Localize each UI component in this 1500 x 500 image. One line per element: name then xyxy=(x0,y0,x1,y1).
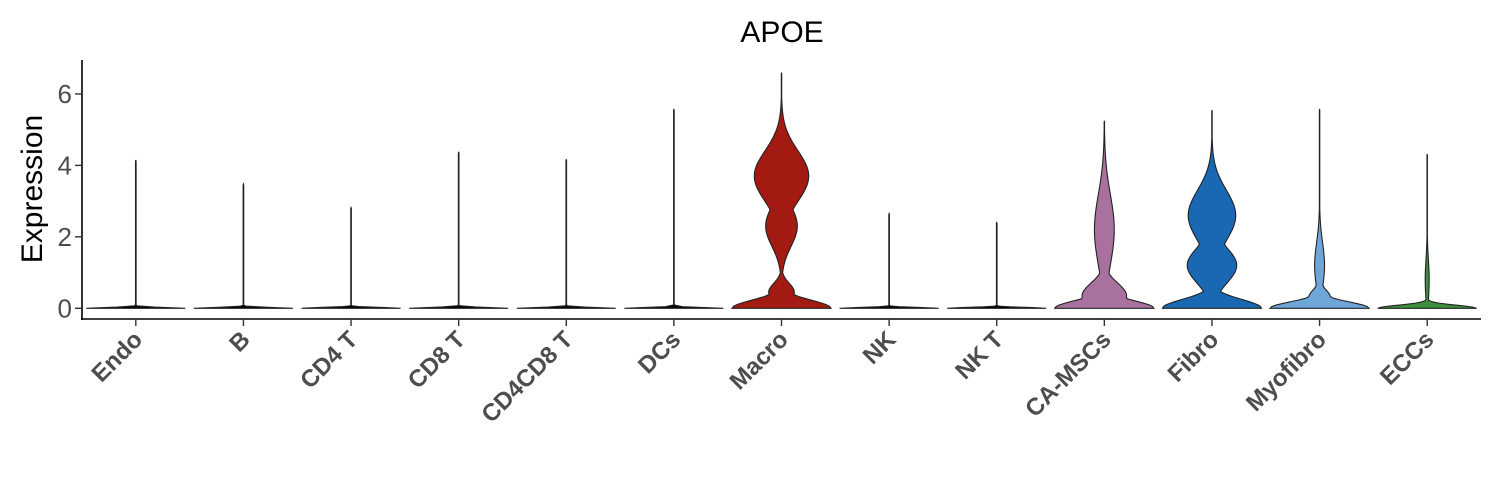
violin-macro xyxy=(730,72,833,309)
violin-cd8-t xyxy=(409,151,509,309)
x-tick-label-dcs: DCs xyxy=(633,326,686,379)
x-tick-label-macro: Macro xyxy=(725,326,794,395)
y-tick-label: 4 xyxy=(58,150,72,180)
violin-eccs xyxy=(1377,153,1477,309)
x-tick-label-nk: NK xyxy=(858,326,902,370)
y-tick-label: 0 xyxy=(58,293,72,323)
violin-ca-mscs xyxy=(1053,120,1155,309)
violin-dcs xyxy=(624,108,724,309)
x-tick-label-ca-mscs: CA-MSCs xyxy=(1020,326,1116,422)
x-axis-ticks: Endo B CD4 T CD8 T CD4CD8 T DCs Macro NK NK T CA-… xyxy=(87,319,1439,428)
violin-cd4cd8-t xyxy=(516,159,616,309)
violin-nk-t xyxy=(947,221,1047,309)
violin-cd4-t xyxy=(301,205,401,309)
y-tick-label: 6 xyxy=(58,79,72,109)
x-tick-label-endo: Endo xyxy=(87,326,149,388)
x-tick-label-cd4cd8-t: CD4CD8 T xyxy=(476,326,578,428)
x-tick-label-nk-t: NK T xyxy=(950,326,1009,385)
violin-b xyxy=(193,181,293,309)
x-tick-label-b: B xyxy=(224,326,255,357)
violin-fibro xyxy=(1161,109,1263,309)
y-axis-ticks: 0 2 4 6 xyxy=(58,79,82,323)
violin-group xyxy=(86,72,1477,309)
x-tick-label-cd8-t: CD8 T xyxy=(403,326,471,394)
x-tick-label-fibro: Fibro xyxy=(1163,326,1225,388)
chart-title: APOE xyxy=(740,16,823,49)
y-axis-label: Expression xyxy=(16,115,49,263)
x-tick-label-cd4-t: CD4 T xyxy=(295,326,363,394)
x-tick-label-eccs: ECCs xyxy=(1375,326,1439,390)
violin-myofibro xyxy=(1268,108,1371,309)
violin-nk xyxy=(839,212,939,309)
y-tick-label: 2 xyxy=(58,222,72,252)
violin-endo xyxy=(86,159,186,309)
x-tick-label-myofibro: Myofibro xyxy=(1241,326,1332,417)
